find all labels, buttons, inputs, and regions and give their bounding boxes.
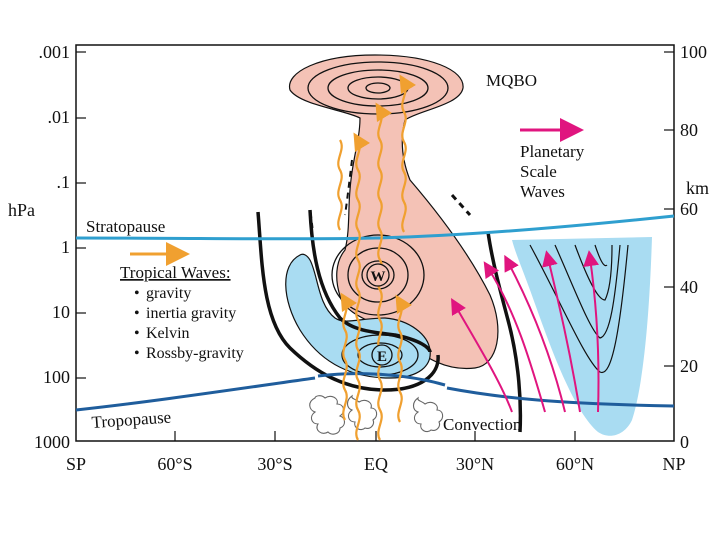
x-tick-label: 30°S — [257, 454, 292, 474]
westerly-marker — [366, 263, 390, 287]
right-tick-label: 20 — [680, 356, 698, 376]
left-tick-label: .001 — [39, 42, 71, 62]
left-axis-ticks — [76, 51, 86, 379]
easterly-marker-label: E — [377, 349, 387, 365]
right-tick-label: 100 — [680, 42, 707, 62]
stratopause-line — [75, 214, 675, 241]
easterly-marker — [371, 344, 393, 366]
zero-wind-lines — [256, 193, 523, 433]
tropical-waves-list: • gravity • inertia gravity • Kelvin • R… — [134, 285, 244, 362]
list-item: inertia gravity — [146, 305, 236, 322]
left-tick-label: .1 — [57, 172, 71, 192]
tropical-waves-heading: Tropical Waves: — [120, 263, 231, 282]
easterly-region-tropical — [285, 253, 431, 379]
x-tick-label: EQ — [364, 454, 388, 474]
mqbo-label: MQBO — [486, 71, 537, 90]
tropopause-label: Tropopause — [91, 407, 172, 432]
list-item: Kelvin — [146, 325, 190, 342]
x-tick-label: NP — [662, 454, 685, 474]
right-tick-label: 40 — [680, 277, 698, 297]
tropopause-line — [75, 372, 675, 412]
right-axis-ticks — [664, 51, 674, 367]
left-tick-label: .01 — [48, 107, 71, 127]
list-bullet: • — [134, 325, 140, 342]
list-item: gravity — [146, 285, 191, 302]
list-bullet: • — [134, 305, 140, 322]
x-axis-ticks — [174, 431, 576, 441]
right-axis-unit: km — [686, 178, 709, 198]
x-tick-label: 60°S — [157, 454, 192, 474]
planetary-wave-arrows — [451, 250, 600, 413]
x-tick-label: 60°N — [556, 454, 594, 474]
dashed-boundary — [344, 159, 353, 216]
easterly-region-polar — [512, 237, 652, 436]
right-tick-label: 60 — [680, 199, 698, 219]
left-tick-label: 100 — [43, 367, 70, 387]
right-tick-label: 80 — [680, 120, 698, 140]
convection-label: Convection — [443, 415, 522, 434]
convection-clouds — [309, 394, 444, 435]
left-tick-label: 10 — [52, 302, 70, 322]
planetary-label-line1: Planetary — [520, 142, 585, 161]
plot-frame — [75, 44, 675, 442]
planetary-label-line3: Waves — [520, 182, 565, 201]
left-tick-label: 1000 — [34, 432, 70, 452]
list-bullet: • — [134, 345, 140, 362]
left-axis-unit: hPa — [8, 200, 35, 220]
list-bullet: • — [134, 285, 140, 302]
stratopause-label: Stratopause — [86, 217, 165, 236]
westerly-region — [289, 54, 499, 370]
westerly-marker-label: W — [371, 269, 386, 285]
planetary-label-line2: Scale — [520, 162, 557, 181]
x-tick-label: 30°N — [456, 454, 494, 474]
x-tick-label: SP — [66, 454, 86, 474]
right-tick-label: 0 — [680, 432, 689, 452]
list-item: Rossby-gravity — [146, 345, 244, 362]
left-tick-label: 1 — [61, 237, 70, 257]
